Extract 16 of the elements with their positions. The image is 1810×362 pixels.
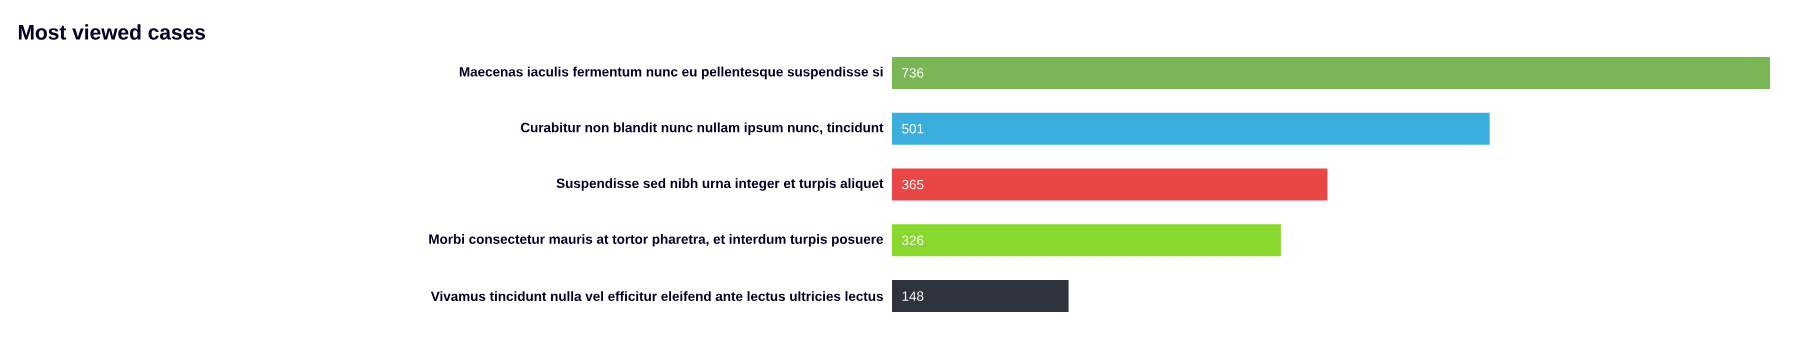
bar bbox=[892, 56, 1771, 89]
bar bbox=[892, 112, 1490, 145]
bar bbox=[892, 224, 1281, 257]
data-label: 148 bbox=[902, 291, 924, 301]
y-tick-label: Curabitur non blandit nunc nullam ipsum nunc, tincidunt bbox=[520, 122, 884, 135]
bar bbox=[892, 168, 1328, 201]
y-tick-label: Morbi consectetur mauris at tortor pharetra, et interdum turpis posuere bbox=[429, 234, 884, 247]
data-label: 736 bbox=[902, 68, 924, 78]
data-label: 365 bbox=[902, 179, 924, 190]
y-tick-label: Maecenas iaculis fermentum nunc eu pellentesque suspendisse si bbox=[459, 66, 883, 80]
y-tick-label: Vivamus tincidunt nulla vel efficitur eleifend ante lectus ultricies lectus bbox=[430, 291, 883, 302]
data-label: 501 bbox=[902, 123, 924, 134]
bar bbox=[892, 280, 1069, 313]
text: Most viewed cases bbox=[18, 24, 206, 40]
data-label: 326 bbox=[902, 235, 924, 246]
y-tick-label: Suspendisse sed nibh urna integer et turpis aliquet bbox=[556, 178, 884, 191]
